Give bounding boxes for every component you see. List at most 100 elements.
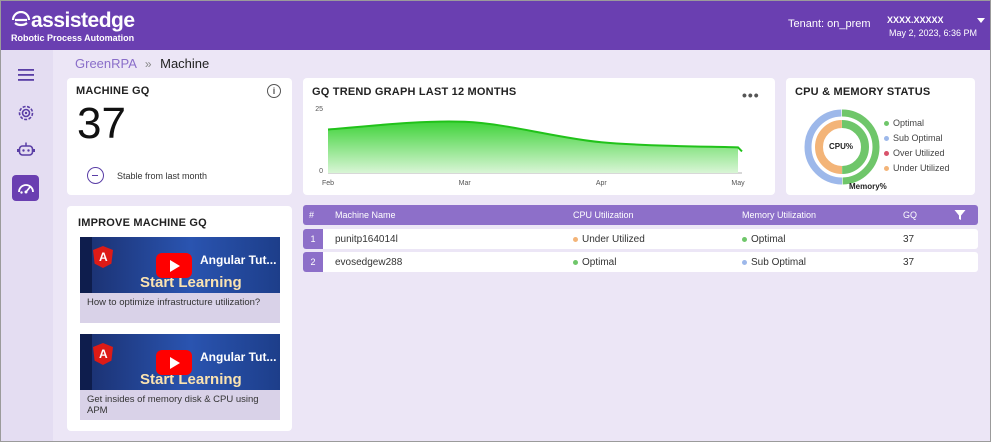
status-dot [742,236,747,242]
chevron-down-icon[interactable] [977,18,985,23]
logo-icon [11,11,31,27]
cpu-status-label: Optimal [582,257,617,268]
x-tick-label: May [731,180,745,187]
play-button-icon[interactable] [156,253,192,278]
video-top-text: Angular Tut... [200,253,277,267]
x-tick-label: Feb [322,180,334,187]
x-tick-label: Apr [596,180,608,187]
legend-dot [884,151,889,157]
legend-sub-optimal: Sub Optimal [884,131,950,146]
cpu-status: Optimal [573,257,616,268]
video-caption[interactable]: Get insides of memory disk & CPU using A… [80,390,280,420]
play-button-icon[interactable] [156,350,192,375]
sidebar [1,50,53,441]
angular-logo-icon [93,246,113,268]
gq-series-line [327,120,743,153]
status-legend: Optimal Sub Optimal Over Utilized Under … [884,116,950,176]
video-caption[interactable]: How to optimize infrastructure utilizati… [80,293,280,323]
column-header-index[interactable]: # [309,210,315,220]
legend-label: Over Utilized [893,148,945,158]
video-thumb-title: Start Learning [140,274,242,291]
more-options-icon[interactable]: ••• [742,87,760,103]
breadcrumb-current: Machine [160,56,210,71]
gq-value: 37 [903,257,915,268]
hamburger-menu-icon [17,69,34,81]
legend-label: Under Utilized [893,163,950,173]
gq-value: 37 [903,234,915,245]
cpu-status: Under Utilized [573,234,645,245]
memory-status: Sub Optimal [742,257,806,268]
column-header-memory[interactable]: Memory Utilization [742,210,817,220]
machine-table-header: # Machine Name CPU Utilization Memory Ut… [303,205,978,225]
status-dot [573,259,578,265]
trend-graph-title: GQ TREND GRAPH LAST 12 MONTHS [312,86,517,98]
angular-logo-letter: A [99,250,108,264]
column-header-gq[interactable]: GQ [903,210,918,220]
memory-status: Optimal [742,234,785,245]
breadcrumb-separator: » [144,57,152,71]
gq-area-fill [328,121,738,173]
trend-chart: 25 0 Feb Mar Apr May [315,106,745,187]
legend-over-utilized: Over Utilized [884,146,950,161]
sidebar-item-menu[interactable] [12,62,39,88]
info-icon[interactable]: i [267,84,281,98]
legend-dot [884,136,889,142]
y-tick-label: 0 [319,168,323,175]
breadcrumb-parent[interactable]: GreenRPA [75,56,137,71]
legend-dot [884,121,889,127]
cpu-memory-title: CPU & MEMORY STATUS [795,86,931,98]
machine-name: punitp164014l [335,234,398,245]
column-header-cpu[interactable]: CPU Utilization [573,210,634,220]
sidebar-item-machine[interactable] [12,175,39,201]
tenant-label: Tenant: on_prem [788,18,871,30]
stable-trend-text: Stable from last month [117,171,208,181]
machine-gauge-icon [17,184,34,194]
robot-icon [16,142,35,156]
cpu-memory-donut [804,109,880,185]
machine-gq-title: MACHINE GQ [76,85,150,97]
legend-label: Optimal [893,118,925,128]
thumbnail-side-strip [80,237,92,293]
user-name: XXXX.XXXXX [887,15,944,25]
memory-status-label: Optimal [751,234,786,245]
breadcrumb: GreenRPA » Machine [75,56,209,71]
angular-logo-letter: A [99,347,108,361]
status-dot [742,259,747,265]
video-thumb-title: Start Learning [140,371,242,388]
memory-ring-optimal [804,109,880,185]
legend-optimal: Optimal [884,116,950,131]
machine-name: evosedgew288 [335,257,403,268]
legend-label: Sub Optimal [893,133,943,143]
top-bar: assistedge Robotic Process Automation Te… [1,1,990,50]
video-thumbnail[interactable]: A Angular Tut... Start Learning [80,334,280,390]
x-tick-label: Mar [459,180,472,187]
filter-icon[interactable] [954,209,966,221]
memory-label: Memory% [849,182,887,191]
table-row[interactable]: 2 evosedgew288 Optimal Sub Optimal 37 [303,252,978,272]
brand-logo[interactable]: assistedge Robotic Process Automation [11,7,135,45]
video-top-text: Angular Tut... [200,350,277,364]
brand-subtitle: Robotic Process Automation [11,33,135,43]
user-datetime: May 2, 2023, 6:36 PM [889,28,978,38]
user-menu[interactable]: XXXX.XXXXX May 2, 2023, 6:36 PM [887,14,977,40]
stable-trend-icon [87,167,104,184]
thumbnail-side-strip [80,334,92,390]
memory-ring-sub-optimal [804,109,880,185]
cpu-label: CPU% [829,142,854,151]
video-thumbnail[interactable]: A Angular Tut... Start Learning [80,237,280,293]
row-index: 1 [303,229,323,249]
legend-dot [884,166,889,172]
brand-name: assistedge [31,9,135,32]
improve-title: IMPROVE MACHINE GQ [78,217,207,229]
row-index: 2 [303,252,323,272]
y-tick-label: 25 [315,106,323,113]
status-dot [573,236,578,242]
cpu-ring-under-utilized [815,120,869,174]
sidebar-item-settings[interactable] [12,100,39,126]
sidebar-item-robots[interactable] [12,137,39,163]
column-header-machine-name[interactable]: Machine Name [335,210,396,220]
legend-under-utilized: Under Utilized [884,161,950,176]
machine-gq-value: 37 [77,99,126,148]
table-row[interactable]: 1 punitp164014l Under Utilized Optimal 3… [303,229,978,249]
